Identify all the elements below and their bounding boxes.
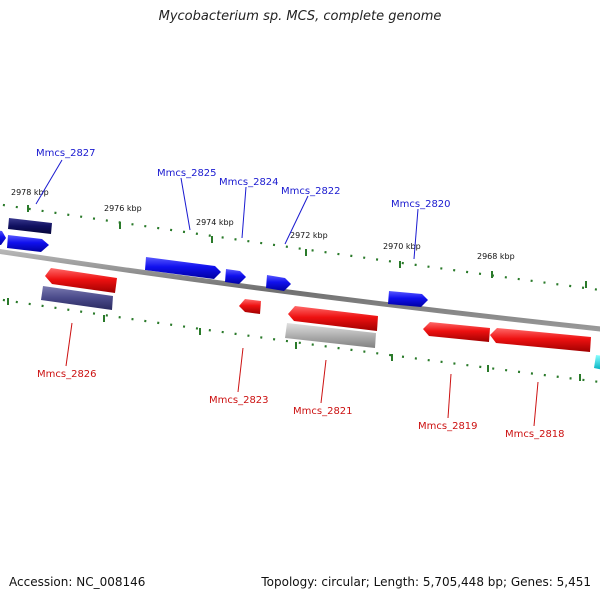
gene-label-mmcs-2825[interactable]: Mmcs_2825 [157, 168, 217, 179]
gene-arrow-mmcs-2826[interactable] [45, 268, 117, 293]
gene-label-mmcs-2818[interactable]: Mmcs_2818 [505, 429, 565, 440]
tick-label-2974: 2974 kbp [196, 218, 234, 227]
gene-arrow-mmcs-2821[interactable] [288, 306, 378, 331]
gene-arrow-mmcs-2818[interactable] [490, 328, 591, 352]
tick-label-2968: 2968 kbp [477, 252, 515, 261]
gene-label-mmcs-2826[interactable]: Mmcs_2826 [37, 369, 97, 380]
tick-label-2972: 2972 kbp [290, 231, 328, 240]
gene-arrow-forward-a[interactable] [7, 235, 49, 252]
gene-arrow-mmcs-2823[interactable] [239, 299, 261, 314]
gene-arrow-cyan-partial[interactable] [594, 355, 600, 370]
gene-arrow-mmcs-2825[interactable] [145, 257, 221, 279]
gene-label-mmcs-2827[interactable]: Mmcs_2827 [36, 148, 96, 159]
gene-arrow-mmcs-2820[interactable] [388, 291, 428, 307]
gene-arrow-slate[interactable] [41, 286, 113, 310]
gene-label-mmcs-2819[interactable]: Mmcs_2819 [418, 421, 478, 432]
gene-arrow-mmcs-2827[interactable] [8, 218, 52, 234]
gene-arrow-mmcs-2819[interactable] [423, 322, 490, 342]
major-ticks-inner [7, 298, 581, 381]
gene-arrow-mmcs-2822[interactable] [266, 275, 291, 291]
tick-label-2976: 2976 kbp [104, 204, 142, 213]
gene-label-mmcs-2822[interactable]: Mmcs_2822 [281, 186, 341, 197]
gene-arrow-grey[interactable] [285, 323, 376, 348]
reverse-genes [41, 268, 600, 370]
gene-arrow-mmcs-2824[interactable] [225, 269, 246, 284]
gene-label-mmcs-2823[interactable]: Mmcs_2823 [209, 395, 269, 406]
forward-leaders [35, 159, 419, 260]
reverse-leaders [65, 322, 539, 427]
accession-text: Accession: NC_008146 [9, 575, 146, 589]
gene-label-mmcs-2821[interactable]: Mmcs_2821 [293, 406, 353, 417]
forward-genes [0, 218, 428, 307]
genome-backbone [0, 248, 600, 332]
major-ticks-outer [27, 205, 587, 288]
gene-label-mmcs-2820[interactable]: Mmcs_2820 [391, 199, 451, 210]
gene-arrow-partial-left[interactable] [0, 230, 6, 245]
topology-text: Topology: circular; Length: 5,705,448 bp… [261, 575, 591, 589]
genome-title: Mycobacterium sp. MCS, complete genome [158, 9, 442, 24]
gene-label-mmcs-2824[interactable]: Mmcs_2824 [219, 177, 279, 188]
tick-label-2978: 2978 kbp [11, 188, 49, 197]
tick-label-2970: 2970 kbp [383, 242, 421, 251]
